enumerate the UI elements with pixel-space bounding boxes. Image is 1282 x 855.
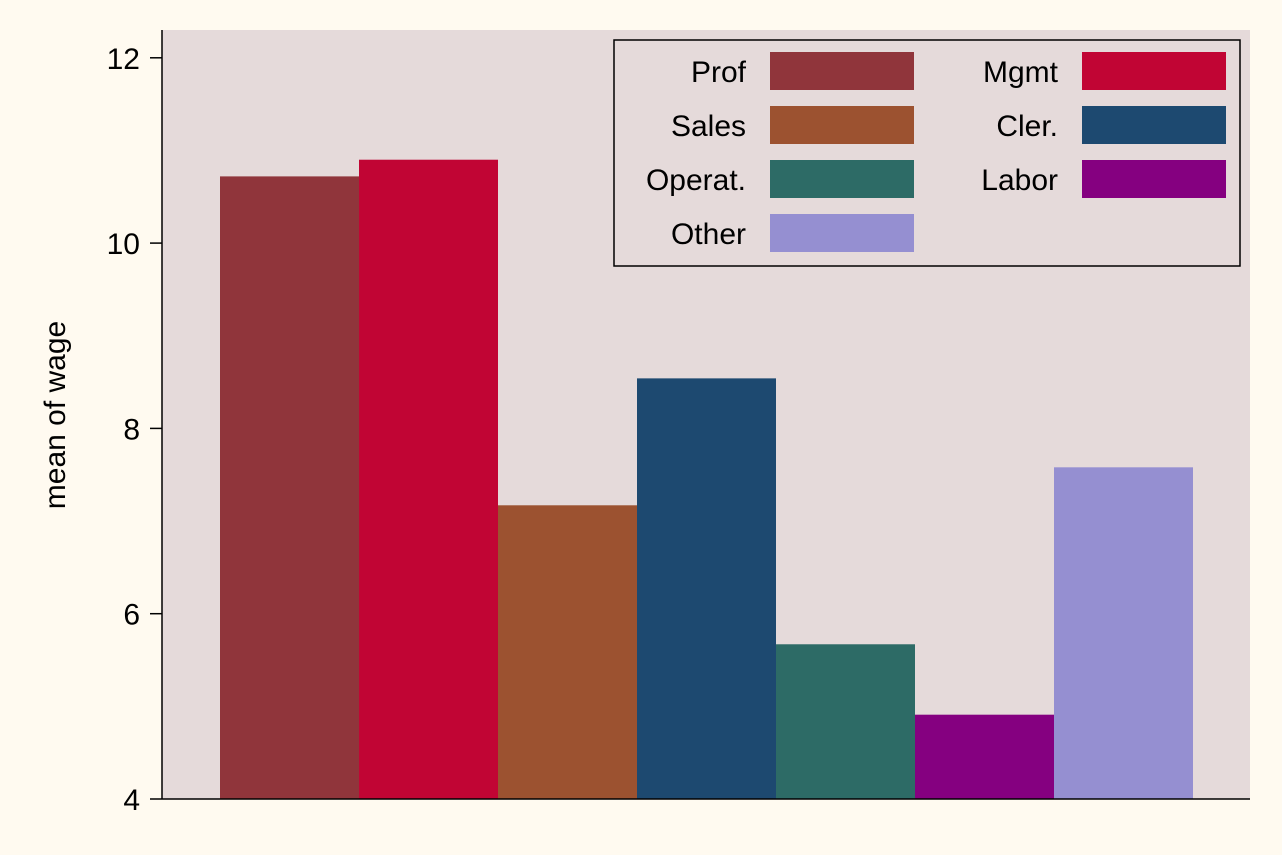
legend-label-prof: Prof: [691, 56, 747, 89]
y-axis-ticks: 4 6 8 10 12: [107, 43, 162, 817]
bar-prof: [220, 176, 359, 800]
y-tick-label: 10: [107, 228, 140, 261]
legend-label-mgmt: Mgmt: [983, 56, 1059, 89]
legend: Prof Mgmt Sales Cler. Operat. Labor Other: [613, 39, 1241, 267]
bar-labor: [915, 714, 1054, 799]
legend-swatch-mgmt: [1082, 52, 1226, 90]
bar-cler: [637, 378, 776, 799]
y-tick-label: 8: [123, 413, 140, 446]
y-tick-label: 12: [107, 43, 140, 76]
bar-operat: [776, 644, 915, 799]
legend-swatch-other: [770, 214, 914, 252]
legend-swatch-cler: [1082, 106, 1226, 144]
bars: [220, 159, 1193, 800]
legend-label-other: Other: [671, 218, 746, 251]
legend-swatch-labor: [1082, 160, 1226, 198]
bar-sales: [498, 505, 637, 799]
legend-label-labor: Labor: [981, 164, 1058, 197]
y-axis-label: mean of wage: [39, 321, 72, 509]
legend-swatch-prof: [770, 52, 914, 90]
y-tick-label: 4: [123, 784, 140, 817]
y-tick-label: 6: [123, 599, 140, 632]
bar-other: [1054, 467, 1193, 799]
bar-mgmt: [359, 159, 498, 800]
legend-label-cler: Cler.: [996, 110, 1058, 143]
legend-swatch-operat: [770, 160, 914, 198]
legend-label-sales: Sales: [671, 110, 746, 143]
legend-label-operat: Operat.: [646, 164, 746, 197]
legend-swatch-sales: [770, 106, 914, 144]
